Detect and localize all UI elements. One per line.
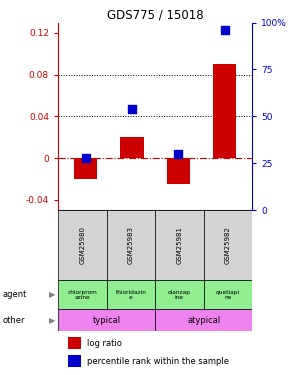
Bar	[120, 137, 144, 158]
Point	[130, 106, 134, 112]
Text: other: other	[3, 316, 26, 325]
Point	[176, 151, 181, 157]
Text: log ratio: log ratio	[87, 339, 122, 348]
Bar	[68, 355, 81, 367]
Text: atypical: atypical	[187, 316, 220, 325]
Bar	[58, 280, 106, 309]
Text: thioridazin
e: thioridazin e	[115, 290, 146, 300]
Bar	[167, 158, 190, 184]
Text: GSM25980: GSM25980	[79, 226, 85, 264]
Text: quetiapi
ne: quetiapi ne	[216, 290, 240, 300]
Bar	[106, 280, 155, 309]
Bar	[155, 309, 252, 331]
Title: GDS775 / 15018: GDS775 / 15018	[107, 8, 204, 21]
Text: typical: typical	[93, 316, 121, 325]
Text: ▶: ▶	[49, 290, 55, 299]
Bar	[68, 337, 81, 349]
Bar	[204, 210, 252, 280]
Bar	[155, 210, 204, 280]
Bar	[155, 280, 204, 309]
Bar	[58, 210, 106, 280]
Text: agent: agent	[3, 290, 27, 299]
Bar	[204, 280, 252, 309]
Point	[84, 155, 88, 161]
Bar	[106, 210, 155, 280]
Bar	[74, 158, 97, 179]
Text: GSM25982: GSM25982	[225, 226, 231, 264]
Bar	[213, 64, 236, 158]
Text: olanzap
ine: olanzap ine	[168, 290, 191, 300]
Text: GSM25983: GSM25983	[128, 226, 134, 264]
Bar	[58, 309, 155, 331]
Text: ▶: ▶	[49, 316, 55, 325]
Text: chlorprom
azine: chlorprom azine	[67, 290, 97, 300]
Point	[222, 27, 227, 33]
Text: GSM25981: GSM25981	[176, 226, 182, 264]
Text: percentile rank within the sample: percentile rank within the sample	[87, 357, 229, 366]
